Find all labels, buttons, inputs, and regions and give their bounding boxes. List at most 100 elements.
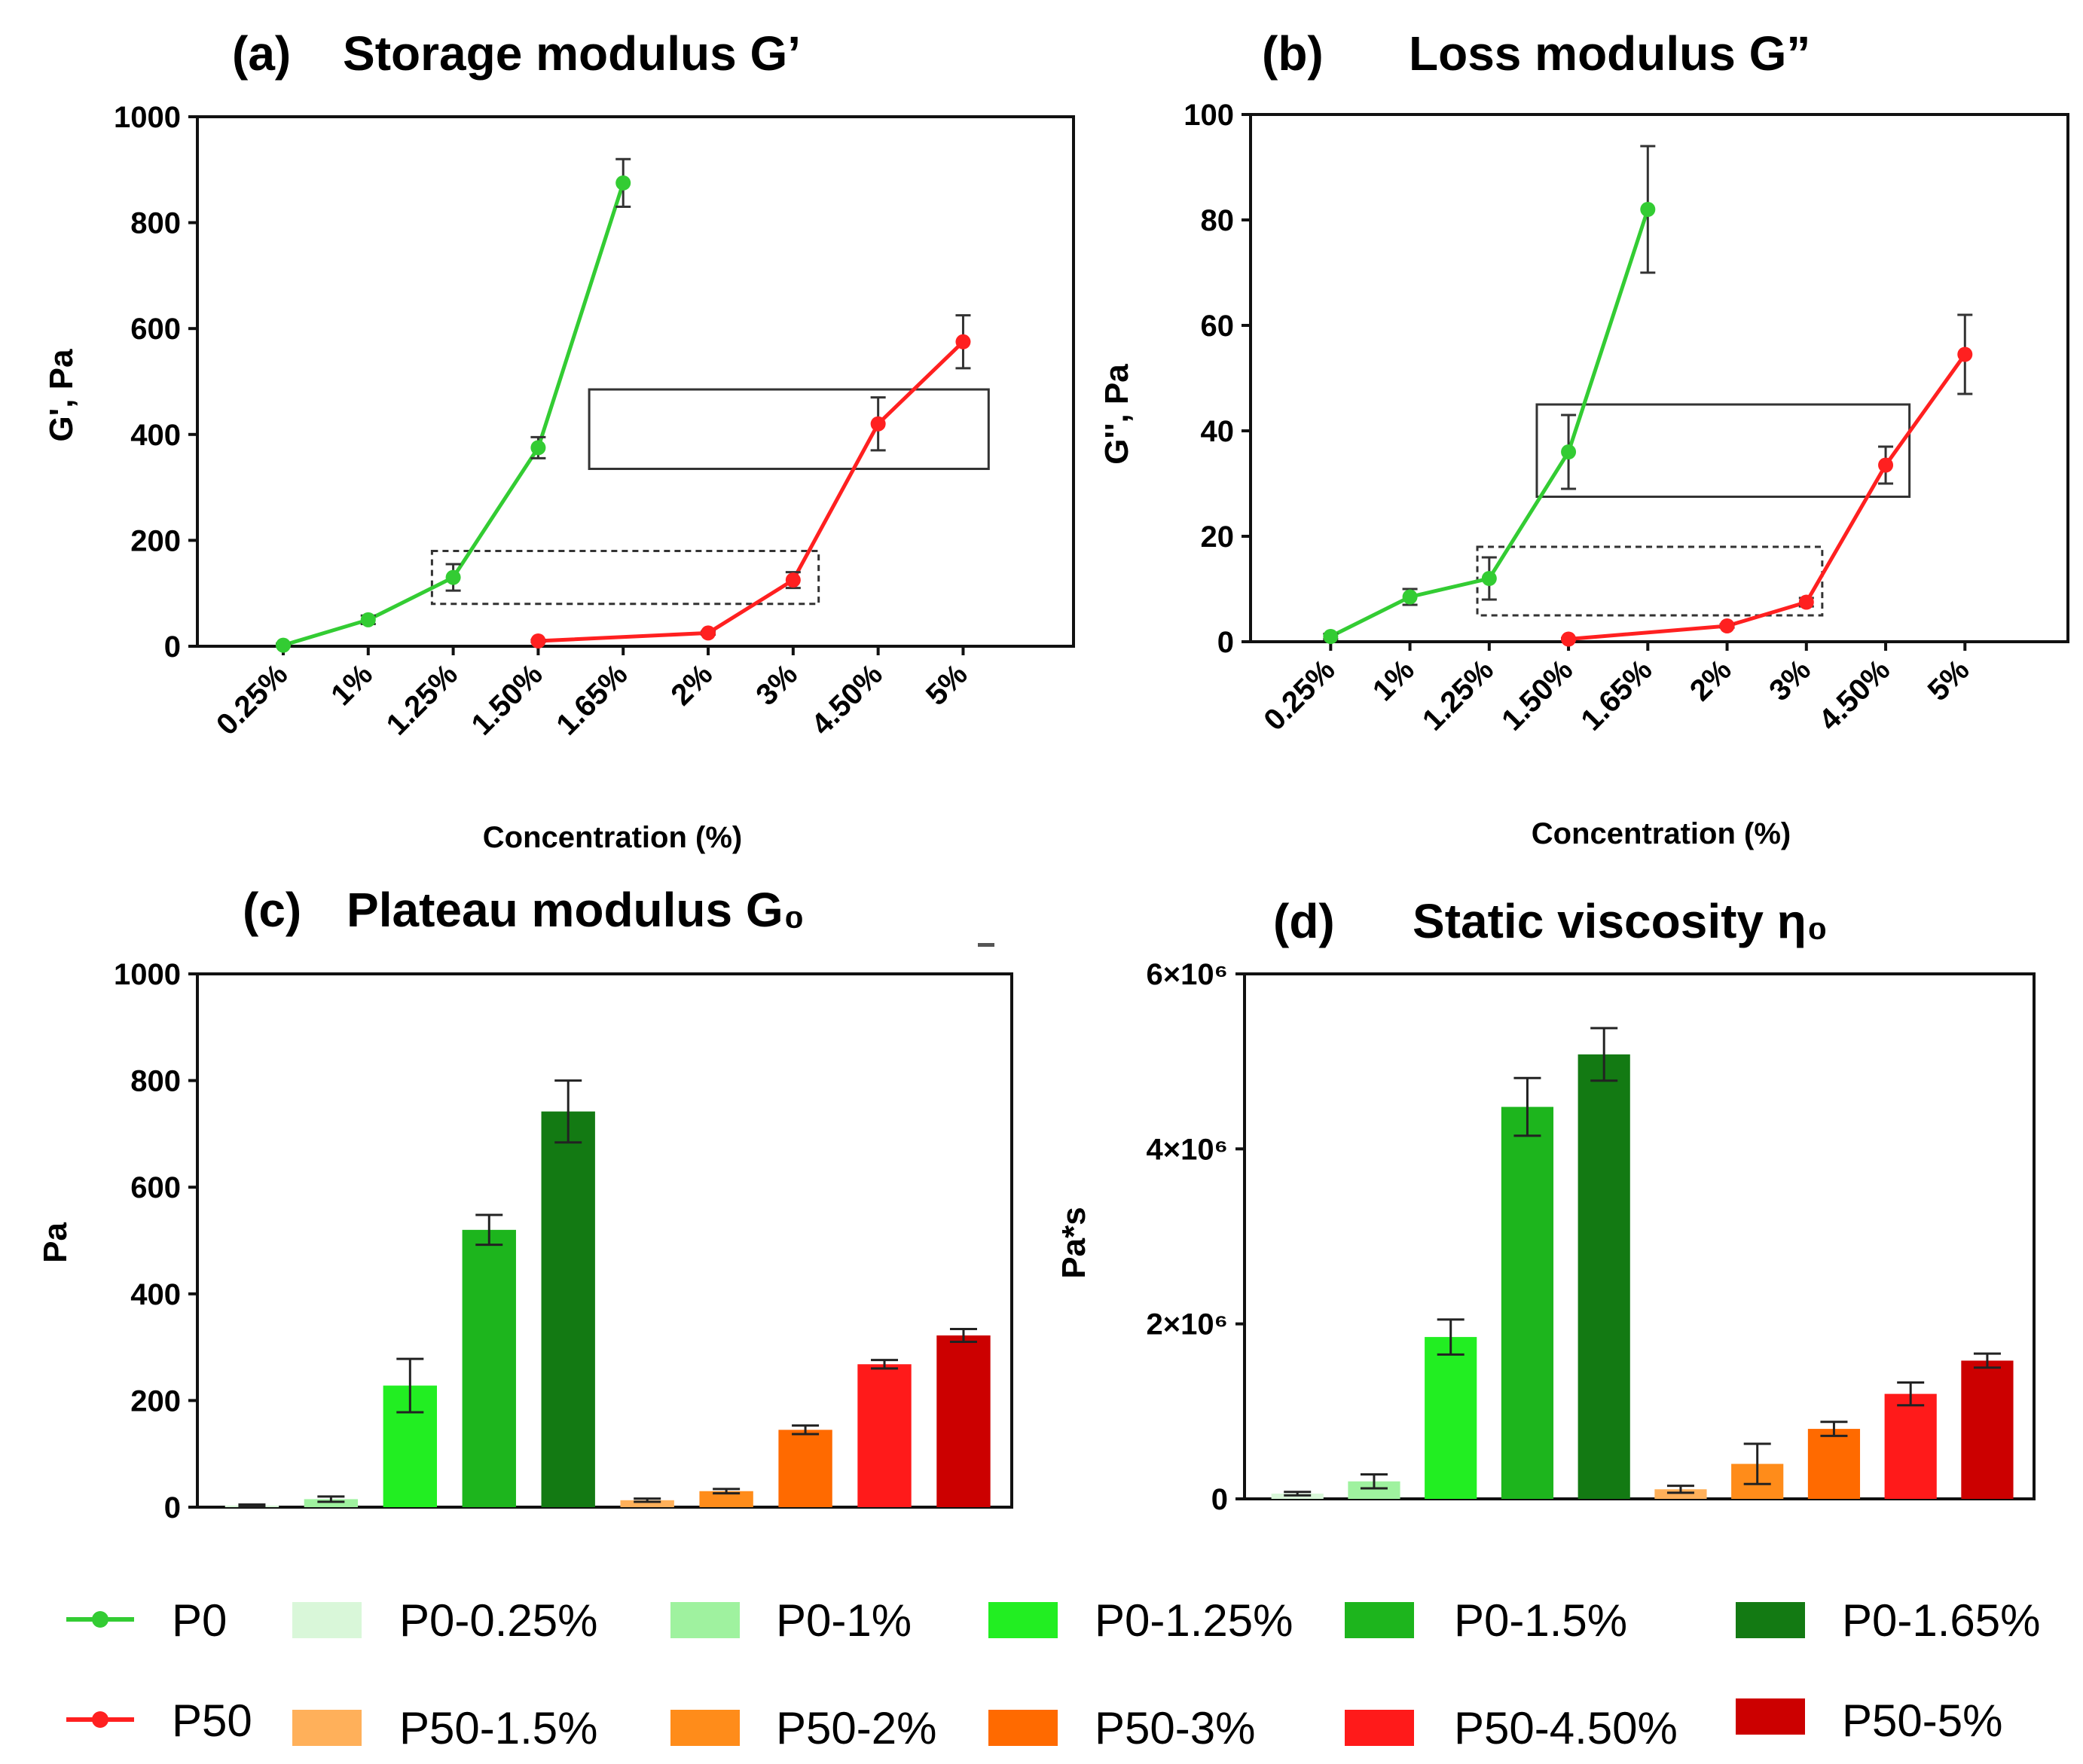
- legend-marker-P0: [92, 1611, 108, 1628]
- data-point-P50: [1878, 457, 1894, 473]
- plot-frame-d: [1243, 972, 2036, 1500]
- panel-b-title: Loss modulus G”: [1409, 26, 1810, 81]
- panel-a-label: (a): [232, 26, 291, 81]
- ytick-label-a: 1000: [114, 101, 181, 134]
- legend-swatch-P50-2: [670, 1710, 740, 1746]
- xtick-label-b: 1%: [1367, 653, 1421, 707]
- ytick-label-a: 800: [130, 207, 181, 240]
- panel-b-plot: 0 20 40 60 80 100 0.25% 1%1.25%1.50%1.65% 2% 3%4.…: [1184, 99, 2069, 737]
- xtick-label-b: 2%: [1684, 653, 1738, 707]
- ytick-label-c: 1000: [114, 958, 181, 991]
- xtick-label-a: 3%: [750, 658, 804, 712]
- data-point-P0: [615, 175, 631, 191]
- legend-label-P50-2: P50-2%: [776, 1703, 936, 1753]
- xtick-label-a: 1.50%: [465, 658, 548, 741]
- legend-label-P0-0.25: P0-0.25%: [399, 1595, 598, 1646]
- xtick-label-a: 1.25%: [380, 658, 464, 741]
- legend-label-P0-1: P0-1%: [776, 1595, 912, 1646]
- bar-P50-3%: [1807, 1429, 1861, 1499]
- panel-a-plot: 0 200 400 600 800 1000 0.25% 1% 1.25% 1.50% 1.65% 2…: [114, 101, 1075, 742]
- panel-d-label: (d): [1273, 894, 1335, 948]
- ytick-label-b: 100: [1184, 99, 1234, 132]
- plot-frame-c: [196, 972, 1013, 1509]
- bar-P0-1.5%: [1501, 1106, 1554, 1499]
- panel-d-title: Static viscosity η₀: [1413, 894, 1828, 948]
- xtick-label-b: 3%: [1763, 653, 1817, 707]
- bar-P0-1.25%: [1425, 1337, 1477, 1499]
- legend-label-P0-1.5: P0-1.5%: [1454, 1595, 1627, 1646]
- data-point-P50: [1561, 631, 1577, 647]
- xtick-label-a: 1.65%: [550, 658, 634, 741]
- data-point-P0: [445, 569, 461, 585]
- legend-swatch-P50-5: [1736, 1698, 1805, 1735]
- ytick-label-c: 400: [130, 1278, 181, 1311]
- data-point-P0: [1323, 629, 1339, 644]
- legend-label-P50-1.5: P50-1.5%: [399, 1703, 598, 1753]
- highlight-box-dashed: [1476, 545, 1824, 617]
- ytick-label-c: 0: [164, 1491, 181, 1524]
- panel-d: (d) Static viscosity η₀ Pa*s 0 2×10⁶ 4×10⁶…: [1055, 894, 2036, 1516]
- xtick-label-b: 4.50%: [1813, 653, 1896, 737]
- bar-P50-3%: [778, 1430, 832, 1507]
- ytick-label-b: 20: [1201, 520, 1235, 554]
- xtick-label-b: 0.25%: [1257, 653, 1341, 737]
- legend-marker-P50: [92, 1711, 108, 1728]
- ytick-label-d: 0: [1211, 1483, 1228, 1516]
- data-point-P0: [1481, 571, 1497, 586]
- bar-P50-1.5%: [620, 1500, 674, 1507]
- xtick-label-a: 0.25%: [210, 658, 294, 741]
- panel-a-xlabel: Concentration (%): [483, 821, 742, 854]
- xtick-label-b: 1.25%: [1416, 653, 1500, 737]
- data-point-P0: [1402, 589, 1418, 605]
- panel-d-plot: 0 2×10⁶ 4×10⁶ 6×10⁶: [1146, 958, 2036, 1516]
- legend-swatch-P0-1.5: [1345, 1602, 1414, 1638]
- xtick-label-a: 2%: [664, 658, 719, 712]
- legend-swatch-P50-4.50: [1345, 1710, 1414, 1746]
- xtick-label-a: 1%: [325, 658, 379, 712]
- ytick-label-c: 200: [130, 1384, 181, 1418]
- panel-a: (a) Storage modulus G’ G', Pa Concentrat…: [43, 26, 1075, 854]
- legend-label-P50-5: P50-5%: [1842, 1695, 2002, 1746]
- panel-c-label: (c): [243, 883, 301, 937]
- plot-frame-b: [1249, 113, 2069, 643]
- panel-d-ylabel: Pa*s: [1055, 1207, 1092, 1278]
- data-point-P50: [955, 334, 971, 349]
- xtick-label-a: 5%: [920, 658, 974, 712]
- legend-swatch-P0-1: [670, 1602, 740, 1638]
- bar-P0-1%: [304, 1499, 359, 1507]
- bar-P0-1.65%: [1578, 1054, 1630, 1499]
- xtick-label-b: 1.65%: [1574, 653, 1658, 737]
- legend-label-P50-3: P50-3%: [1095, 1703, 1255, 1753]
- data-point-P50: [1798, 594, 1814, 610]
- bar-P50-4.50%: [1884, 1393, 1937, 1499]
- ytick-label-a: 200: [130, 524, 181, 557]
- data-point-P50: [1957, 346, 1973, 362]
- xtick-label-b: 1.50%: [1495, 653, 1579, 737]
- ytick-label-a: 400: [130, 419, 181, 452]
- legend-swatch-P0-0.25: [292, 1602, 362, 1638]
- legend-label-P0-1.25: P0-1.25%: [1095, 1595, 1293, 1646]
- legend-label-P50-4.50: P50-4.50%: [1454, 1703, 1678, 1753]
- ytick-label-a: 0: [164, 630, 181, 664]
- legend-label-P0-1.65: P0-1.65%: [1842, 1595, 2041, 1646]
- bar-P50-4.50%: [857, 1364, 912, 1507]
- panel-b-label: (b): [1262, 26, 1324, 81]
- data-point-P50: [701, 625, 716, 641]
- legend-swatch-P50-3: [988, 1710, 1058, 1746]
- panel-b: (b) Loss modulus G” G'', Pa Concentratio…: [1098, 26, 2069, 850]
- panel-b-xlabel: Concentration (%): [1532, 817, 1791, 850]
- bar-P50-2%: [699, 1491, 753, 1507]
- series-line-P50: [538, 340, 965, 643]
- panel-c-ylabel: Pa: [37, 1222, 74, 1263]
- data-point-P50: [1719, 618, 1735, 633]
- ytick-label-b: 40: [1201, 415, 1235, 448]
- legend-label-P0: P0: [172, 1595, 227, 1646]
- data-point-P0: [530, 440, 546, 456]
- xtick-label-b: 5%: [1922, 653, 1976, 707]
- bar-P50-5%: [1961, 1360, 2014, 1499]
- ytick-label-d: 2×10⁶: [1146, 1308, 1228, 1341]
- bar-P50-5%: [936, 1335, 991, 1507]
- bar-P0-1.5%: [462, 1229, 516, 1507]
- data-point-P0: [1561, 444, 1577, 459]
